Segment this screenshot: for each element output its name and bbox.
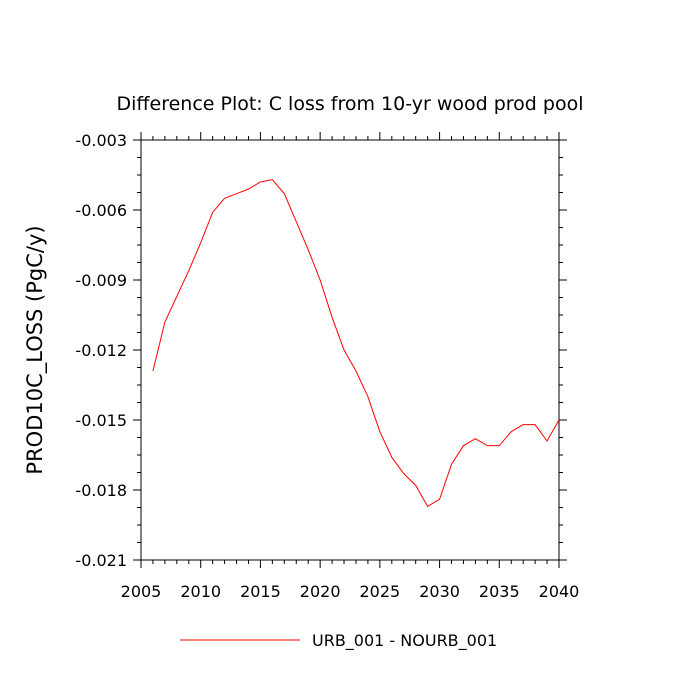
- y-tick-label: -0.003: [75, 131, 127, 150]
- y-tick-label: -0.021: [75, 551, 127, 570]
- y-tick-label: -0.012: [75, 341, 127, 360]
- x-tick-label: 2005: [121, 582, 162, 601]
- series-line: [152, 179, 560, 508]
- y-tick-label: -0.015: [75, 411, 127, 430]
- x-tick-label: 2030: [419, 582, 460, 601]
- chart-title: Difference Plot: C loss from 10-yr wood …: [117, 93, 584, 115]
- x-tick-label: 2035: [479, 582, 520, 601]
- legend-label: URB_001 - NOURB_001: [312, 631, 497, 651]
- x-tick-label: 2010: [180, 582, 221, 601]
- x-tick-label: 2015: [240, 582, 281, 601]
- legend: URB_001 - NOURB_001: [180, 631, 497, 651]
- plot-frame: [140, 139, 560, 561]
- y-tick-label: -0.006: [75, 201, 127, 220]
- x-tick-label: 2020: [300, 582, 341, 601]
- y-axis: -0.021 -0.018 -0.015 -0.012 -0.009 -0.006 -0.0…: [75, 131, 567, 570]
- plot-area: [140, 139, 560, 561]
- y-axis-label: PROD10C_LOSS (PgC/y): [23, 225, 48, 474]
- y-tick-label: -0.018: [75, 481, 127, 500]
- y-tick-label: -0.009: [75, 271, 127, 290]
- x-tick-label: 2040: [539, 582, 580, 601]
- x-tick-label: 2025: [359, 582, 400, 601]
- x-axis: 2005 2010 2015 2020 2025 2030 2035 2040: [121, 132, 580, 601]
- series-layer: [152, 179, 560, 508]
